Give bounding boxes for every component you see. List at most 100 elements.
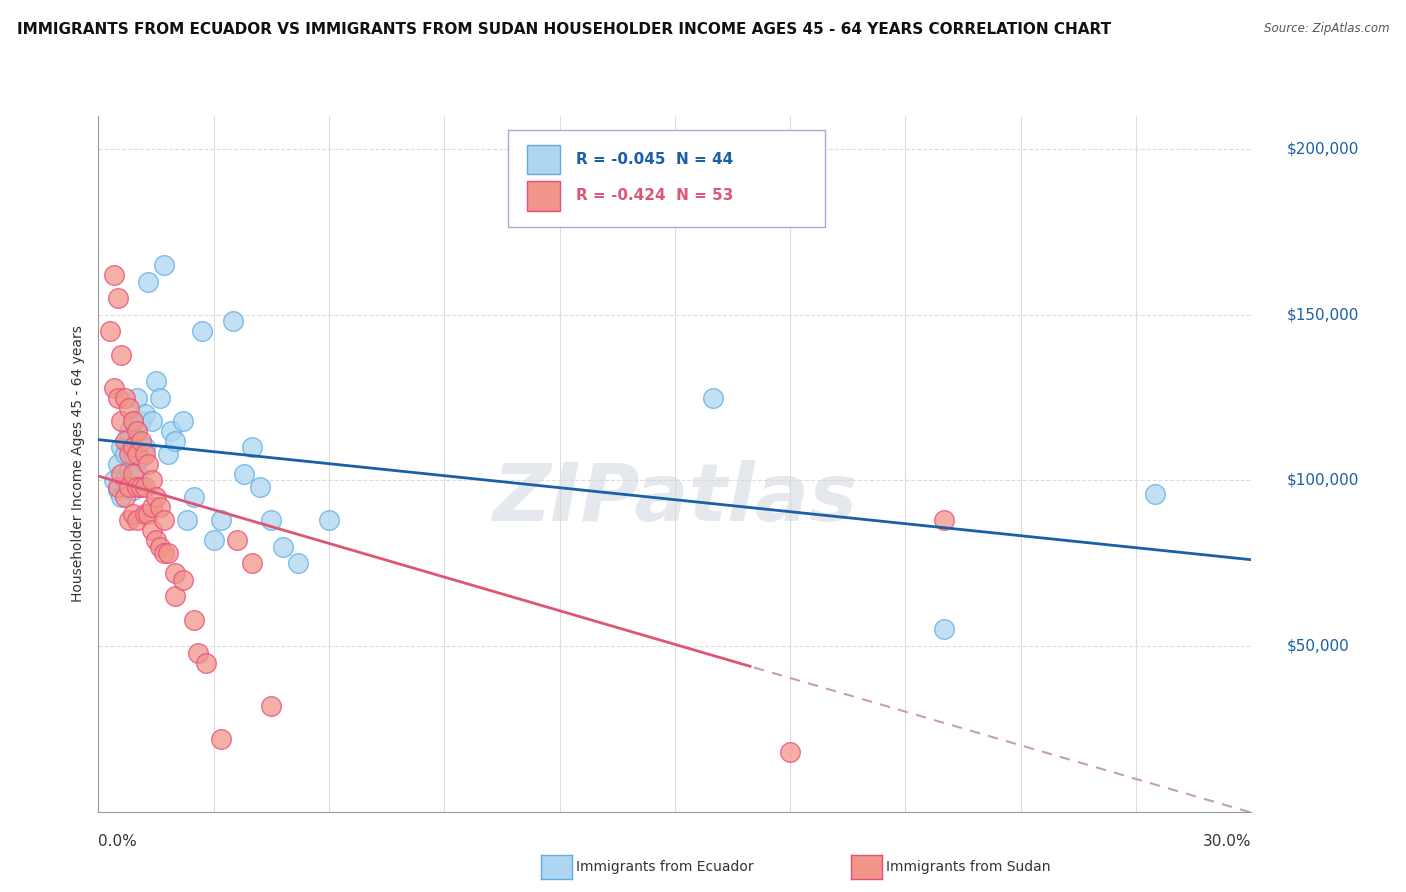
Text: $50,000: $50,000 [1286,639,1350,654]
Text: $150,000: $150,000 [1286,307,1358,322]
Point [160,424,183,438]
Text: Immigrants from Sudan: Immigrants from Sudan [886,860,1050,874]
Point [152,513,174,527]
Text: $200,000: $200,000 [1286,142,1358,157]
Point [134,507,156,521]
Text: $100,000: $100,000 [1286,473,1358,488]
Point [118,401,141,415]
Point [141,474,163,488]
Point [149,540,172,554]
Point [129,480,152,494]
Point [125,467,148,481]
Point [103,268,125,282]
Point [129,434,152,448]
Point [183,613,205,627]
Point [107,391,129,405]
Point [165,434,187,448]
Point [145,533,167,547]
Point [240,440,263,454]
Point [176,513,198,527]
Point [932,623,955,637]
Point [202,533,225,547]
Point [107,480,129,494]
Point [271,540,294,554]
Point [122,447,145,461]
Point [125,424,148,438]
Point [260,513,283,527]
Point [225,533,247,547]
Point [702,391,724,405]
Bar [527,181,560,211]
Point [138,507,160,521]
Point [260,698,283,713]
Point [145,374,167,388]
Point [287,556,309,570]
Point [209,513,232,527]
Point [172,573,194,587]
Point [156,447,179,461]
Point [107,483,129,498]
FancyBboxPatch shape [508,130,825,227]
Point [249,480,271,494]
Point [107,457,129,471]
Point [318,513,340,527]
Point [141,523,163,537]
Point [125,391,148,405]
Point [152,546,174,560]
Point [233,467,256,481]
Point [103,381,125,395]
Point [98,324,121,338]
Text: IMMIGRANTS FROM ECUADOR VS IMMIGRANTS FROM SUDAN HOUSEHOLDER INCOME AGES 45 - 64: IMMIGRANTS FROM ECUADOR VS IMMIGRANTS FR… [17,22,1111,37]
Point [114,391,136,405]
Point [110,414,132,428]
Point [125,480,148,494]
Point [209,731,232,746]
Text: 0.0%: 0.0% [98,834,138,849]
Point [110,490,132,504]
Point [141,414,163,428]
Point [932,513,955,527]
Point [129,414,152,428]
Point [118,463,141,477]
Text: Immigrants from Ecuador: Immigrants from Ecuador [576,860,754,874]
Point [138,457,160,471]
Point [134,447,156,461]
Point [149,391,172,405]
Point [118,447,141,461]
Point [122,483,145,498]
Point [172,414,194,428]
Point [122,414,145,428]
Point [138,275,160,289]
Point [134,480,156,494]
Y-axis label: Householder Income Ages 45 - 64 years: Householder Income Ages 45 - 64 years [72,326,86,602]
Point [114,434,136,448]
Point [129,450,152,465]
Point [156,546,179,560]
Point [114,447,136,461]
Point [195,656,218,670]
Point [134,440,156,454]
Point [110,347,132,361]
Point [152,258,174,272]
Point [145,490,167,504]
Point [240,556,263,570]
Point [110,440,132,454]
Text: Source: ZipAtlas.com: Source: ZipAtlas.com [1264,22,1389,36]
Point [107,291,129,305]
Point [165,566,187,581]
Point [118,480,141,494]
Point [122,414,145,428]
Point [114,490,136,504]
Point [122,440,145,454]
Point [191,324,214,338]
Bar [527,145,560,175]
Text: 30.0%: 30.0% [1204,834,1251,849]
Point [122,507,145,521]
Text: ZIPatlas: ZIPatlas [492,459,858,538]
Text: R = -0.424  N = 53: R = -0.424 N = 53 [575,188,733,203]
Point [183,490,205,504]
Point [222,314,245,328]
Point [141,500,163,514]
Point [122,467,145,481]
Point [118,513,141,527]
